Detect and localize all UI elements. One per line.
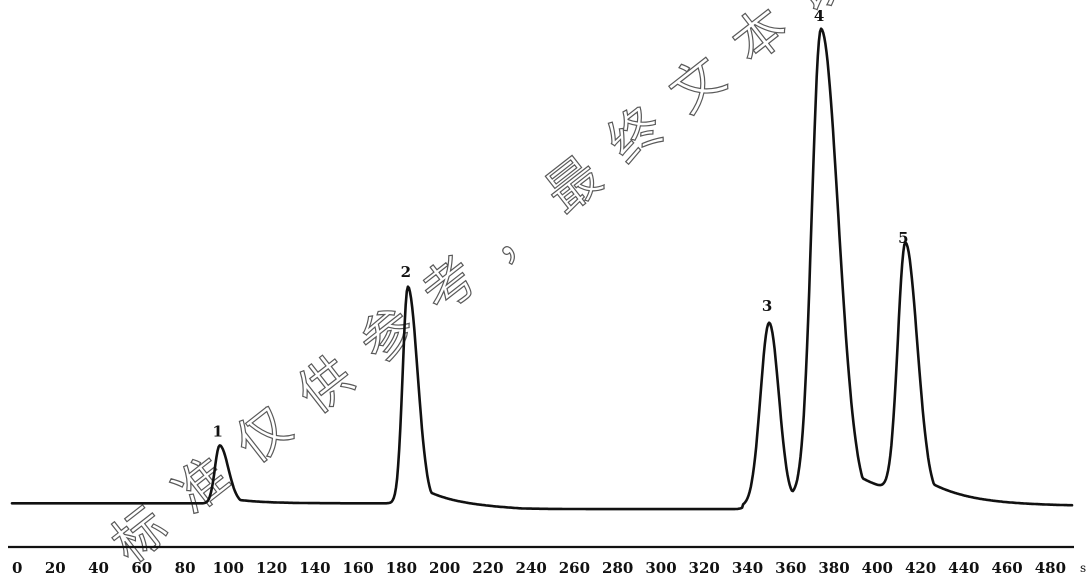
x-tick-label: 300 bbox=[645, 559, 676, 577]
x-tick-label: 40 bbox=[88, 559, 109, 577]
x-tick-label: 440 bbox=[948, 559, 979, 577]
peak-label-4: 4 bbox=[814, 7, 824, 25]
x-tick-label: 20 bbox=[45, 559, 66, 577]
x-tick-label: 360 bbox=[775, 559, 806, 577]
chromatogram-trace bbox=[10, 27, 1074, 511]
x-tick-label: 320 bbox=[689, 559, 720, 577]
x-tick-label: 340 bbox=[732, 559, 763, 577]
x-tick-label: 60 bbox=[131, 559, 152, 577]
x-tick-label: 220 bbox=[472, 559, 503, 577]
watermark-char: 准 bbox=[163, 446, 241, 525]
x-axis-unit: s bbox=[1080, 561, 1086, 575]
watermark-char: 最 bbox=[535, 146, 613, 225]
watermark-char: ， bbox=[473, 196, 551, 275]
x-tick-label: 380 bbox=[818, 559, 849, 577]
x-tick-label: 0 bbox=[12, 559, 22, 577]
x-axis-ticks: 0 20 40 60 80 100 120 140 160 180 200 220 240 260 280 3… bbox=[12, 559, 1066, 577]
x-tick-label: 420 bbox=[905, 559, 936, 577]
peak-label-2: 2 bbox=[401, 263, 411, 281]
watermark-char: 本 bbox=[721, 0, 799, 75]
peak-labels: 1 2 3 4 5 bbox=[212, 7, 908, 440]
x-tick-label: 240 bbox=[516, 559, 547, 577]
watermark-char: 考 bbox=[411, 246, 489, 325]
watermark-char: 供 bbox=[287, 346, 365, 425]
watermark-char: 仅 bbox=[225, 396, 303, 475]
watermark-char: 终 bbox=[597, 96, 675, 175]
peak-label-3: 3 bbox=[762, 297, 772, 315]
watermark-char: 文 bbox=[659, 46, 737, 125]
x-tick-label: 120 bbox=[256, 559, 287, 577]
x-tick-label: 200 bbox=[429, 559, 460, 577]
x-tick-label: 100 bbox=[213, 559, 244, 577]
x-tick-label: 480 bbox=[1035, 559, 1066, 577]
peak-label-1: 1 bbox=[212, 422, 222, 440]
x-tick-label: 180 bbox=[386, 559, 417, 577]
x-tick-label: 160 bbox=[342, 559, 373, 577]
x-tick-label: 80 bbox=[175, 559, 196, 577]
x-tick-label: 140 bbox=[299, 559, 330, 577]
x-tick-label: 260 bbox=[559, 559, 590, 577]
x-tick-label: 280 bbox=[602, 559, 633, 577]
x-tick-label: 400 bbox=[862, 559, 893, 577]
x-tick-label: 460 bbox=[991, 559, 1022, 577]
peak-label-5: 5 bbox=[898, 229, 908, 247]
